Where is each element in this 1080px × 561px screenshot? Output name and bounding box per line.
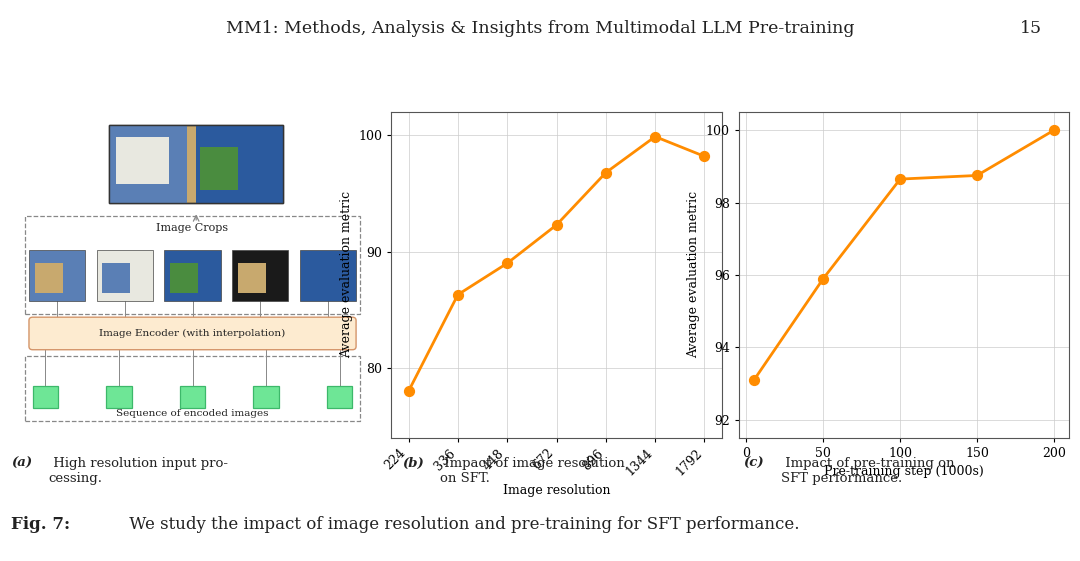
Bar <box>232 251 288 301</box>
Text: (b): (b) <box>402 457 423 470</box>
Bar <box>109 125 188 203</box>
Bar <box>32 385 58 408</box>
Bar <box>197 125 283 203</box>
Bar <box>254 385 279 408</box>
Point <box>499 259 516 268</box>
Bar <box>106 385 132 408</box>
Bar <box>25 217 360 314</box>
Text: (c): (c) <box>743 457 764 470</box>
Point <box>696 152 713 161</box>
Point <box>647 132 664 141</box>
Bar <box>109 125 283 203</box>
X-axis label: Pre-training step (1000s): Pre-training step (1000s) <box>824 465 984 478</box>
Bar <box>35 263 63 293</box>
X-axis label: Image resolution: Image resolution <box>503 484 610 497</box>
Point <box>891 174 908 183</box>
Bar <box>179 385 205 408</box>
Point <box>969 171 986 180</box>
Text: (a): (a) <box>11 457 32 470</box>
Text: Impact of pre-training on
SFT performance.: Impact of pre-training on SFT performanc… <box>781 457 955 485</box>
Text: Sequence of encoded images: Sequence of encoded images <box>117 409 269 418</box>
Bar <box>170 263 198 293</box>
Bar <box>300 251 356 301</box>
Point <box>597 168 615 177</box>
Point <box>400 387 417 396</box>
Bar <box>117 137 168 184</box>
Text: MM1: Methods, Analysis & Insights from Multimodal LLM Pre-training: MM1: Methods, Analysis & Insights from M… <box>226 20 854 36</box>
Point <box>1045 126 1063 135</box>
Bar <box>103 263 131 293</box>
Bar <box>327 385 352 408</box>
Bar <box>29 251 85 301</box>
Text: 15: 15 <box>1021 20 1042 36</box>
Y-axis label: Average evaluation metric: Average evaluation metric <box>340 191 353 358</box>
Text: High resolution input pro-
cessing.: High resolution input pro- cessing. <box>49 457 228 485</box>
Bar <box>25 356 360 421</box>
FancyBboxPatch shape <box>29 317 356 350</box>
Y-axis label: Average evaluation metric: Average evaluation metric <box>687 191 700 358</box>
Bar <box>200 148 238 190</box>
Bar <box>109 125 283 203</box>
Bar <box>97 251 153 301</box>
Text: Fig. 7:: Fig. 7: <box>11 516 70 533</box>
Bar <box>306 263 334 293</box>
Point <box>449 290 467 299</box>
Point <box>814 274 832 283</box>
Bar <box>164 251 220 301</box>
Bar <box>238 263 266 293</box>
Text: Image Encoder (with interpolation): Image Encoder (with interpolation) <box>99 329 285 338</box>
Text: We study the impact of image resolution and pre-training for SFT performance.: We study the impact of image resolution … <box>124 516 799 533</box>
Text: Image Crops: Image Crops <box>157 223 229 233</box>
Point <box>745 375 762 384</box>
Point <box>548 220 565 229</box>
Text: Impact of image resolution
on SFT.: Impact of image resolution on SFT. <box>440 457 624 485</box>
